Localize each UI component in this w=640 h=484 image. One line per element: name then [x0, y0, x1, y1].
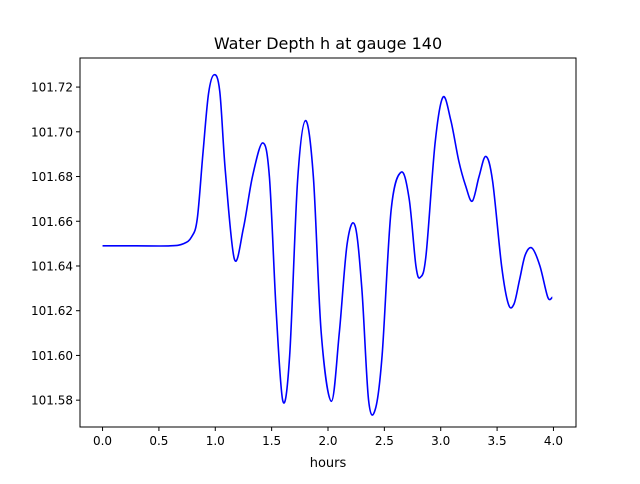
x-tick-label: 1.0 — [206, 434, 225, 448]
y-tick-label: 101.66 — [31, 215, 73, 229]
y-tick-label: 101.58 — [31, 394, 73, 408]
x-tick-label: 4.0 — [544, 434, 563, 448]
chart-title: Water Depth h at gauge 140 — [214, 34, 442, 53]
x-tick-label: 3.5 — [488, 434, 507, 448]
y-axis: 101.58 101.60 101.62 101.64 101.66 101.68 101.… — [31, 81, 80, 408]
y-tick-label: 101.72 — [31, 81, 73, 95]
x-tick-label: 2.5 — [375, 434, 394, 448]
x-tick-label: 0.0 — [93, 434, 112, 448]
y-tick-label: 101.62 — [31, 304, 73, 318]
y-tick-label: 101.60 — [31, 349, 73, 363]
x-axis: 0.0 0.5 1.0 1.5 2.0 2.5 3.0 3.5 4.0 — [93, 427, 563, 448]
y-tick-label: 101.64 — [31, 259, 73, 273]
y-tick-label: 101.70 — [31, 125, 73, 139]
y-tick-label: 101.68 — [31, 170, 73, 184]
x-tick-label: 3.0 — [431, 434, 450, 448]
series-line-h — [102, 73, 553, 416]
x-tick-label: 2.0 — [318, 434, 337, 448]
x-axis-label: hours — [310, 456, 347, 471]
x-tick-label: 1.5 — [262, 434, 281, 448]
plot-area — [102, 73, 553, 416]
x-tick-label: 0.5 — [149, 434, 168, 448]
